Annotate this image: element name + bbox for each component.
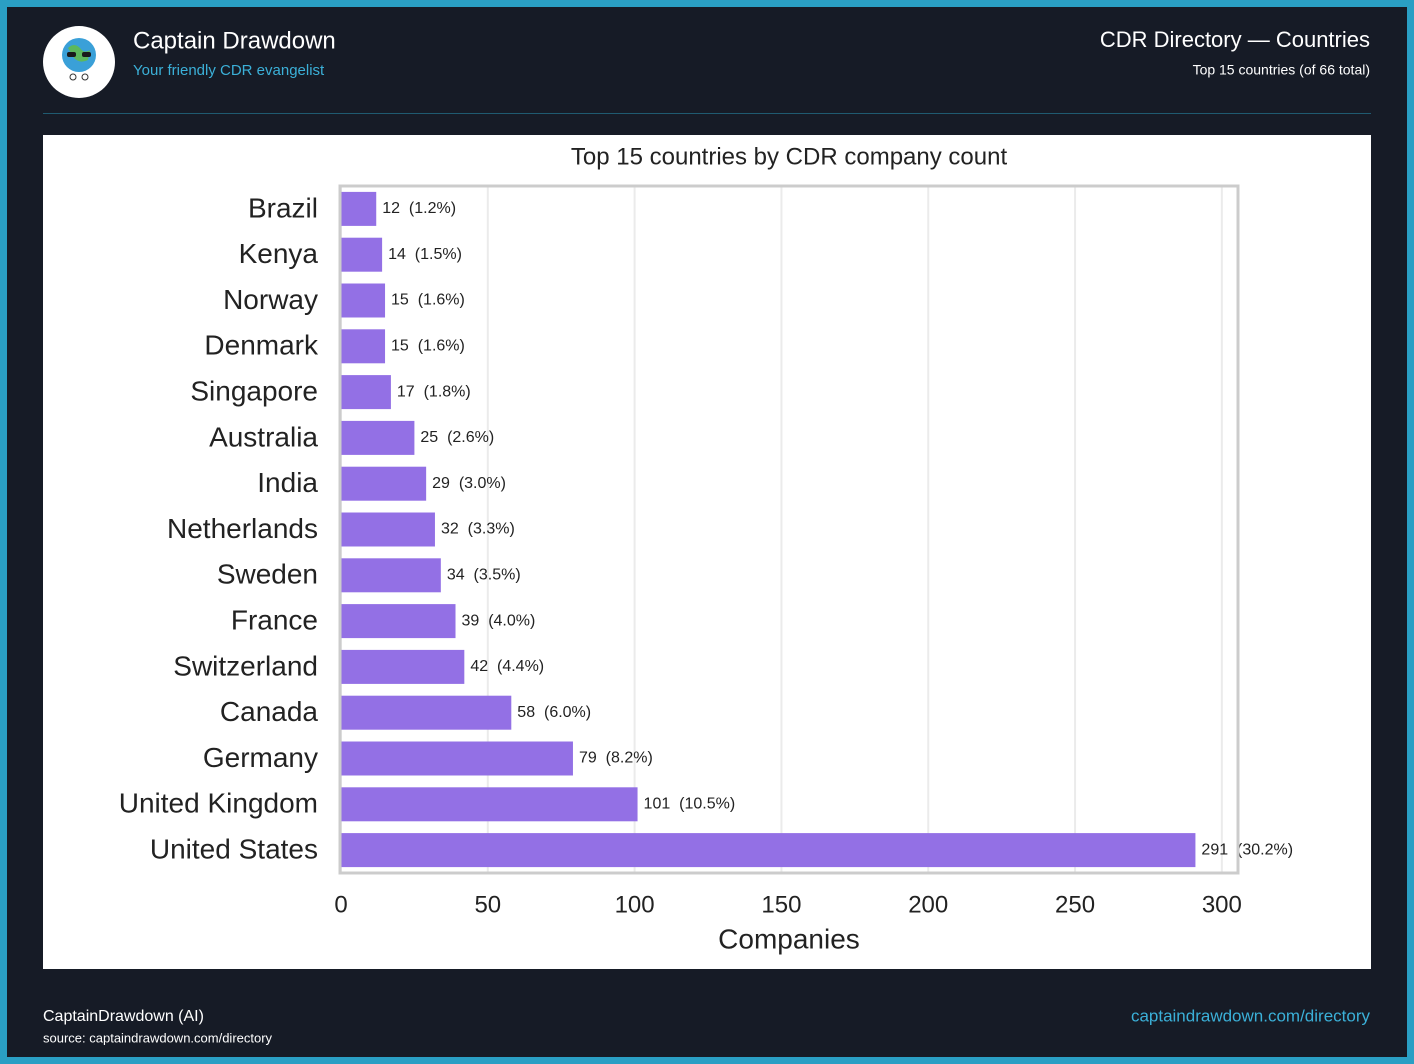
y-tick-label: India [257,467,318,498]
y-tick-label: France [231,604,318,635]
y-tick-label: Denmark [204,330,319,361]
y-tick-label: United States [150,833,318,864]
x-tick-label: 150 [761,891,801,918]
x-tick-label: 100 [615,891,655,918]
x-tick-label: 200 [908,891,948,918]
y-tick-label: Netherlands [167,513,318,544]
y-tick-label: Sweden [217,559,318,590]
bar [341,695,512,730]
value-label: 101 (10.5%) [644,796,736,813]
bar [341,329,386,364]
value-label: 15 (1.6%) [391,292,465,309]
chart-title: Top 15 countries by CDR company count [571,143,1008,170]
y-tick-label: Switzerland [173,650,318,681]
bar [341,787,638,822]
chart-panel [43,135,1371,969]
value-label: 15 (1.6%) [391,338,465,355]
bar [341,237,383,272]
plot-frame [338,184,1240,875]
value-label: 79 (8.2%) [579,750,653,767]
value-label: 291 (30.2%) [1201,841,1293,858]
bar [341,833,1196,868]
bar [341,375,391,410]
y-tick-label: Canada [220,696,319,727]
bar [341,466,427,501]
value-label: 29 (3.0%) [432,475,506,492]
x-tick-label: 0 [334,891,347,918]
y-tick-label: Singapore [190,375,318,406]
value-label: 25 (2.6%) [420,429,494,446]
bar [341,420,415,455]
logo [43,26,115,98]
value-label: 39 (4.0%) [462,612,536,629]
brand-title: Captain Drawdown [133,27,336,54]
x-axis-label: Companies [718,923,860,954]
footer-source: source: captaindrawdown.com/directory [43,1030,273,1045]
value-label: 42 (4.4%) [470,658,544,675]
bar [341,741,573,776]
bar [341,512,435,547]
y-tick-label: United Kingdom [119,788,318,819]
bar [341,283,386,318]
section-title: CDR Directory — Countries [1100,27,1370,52]
bar [341,649,465,684]
x-tick-label: 50 [474,891,501,918]
value-label: 34 (3.5%) [447,567,521,584]
y-tick-label: Australia [209,421,318,452]
value-label: 14 (1.5%) [388,246,462,263]
x-tick-label: 250 [1055,891,1095,918]
bar [341,558,441,593]
section-subtitle: Top 15 countries (of 66 total) [1193,62,1370,78]
y-tick-label: Norway [223,284,318,315]
footer-author: CaptainDrawdown (AI) [43,1008,204,1025]
bar [341,604,456,639]
footer-link[interactable]: captaindrawdown.com/directory [1131,1006,1371,1025]
value-label: 17 (1.8%) [397,383,471,400]
value-label: 58 (6.0%) [517,704,591,721]
brand-subtitle: Your friendly CDR evangelist [133,62,325,79]
y-tick-label: Brazil [248,192,318,223]
value-label: 32 (3.3%) [441,521,515,538]
x-tick-label: 300 [1202,891,1242,918]
y-tick-label: Kenya [239,238,319,269]
value-label: 12 (1.2%) [382,200,456,217]
bar [341,191,377,226]
y-tick-label: Germany [203,742,318,773]
plot: 0 50 100 150 200 250 300 Brazil 12 (1.2%) Kenya 14… [119,184,1293,918]
